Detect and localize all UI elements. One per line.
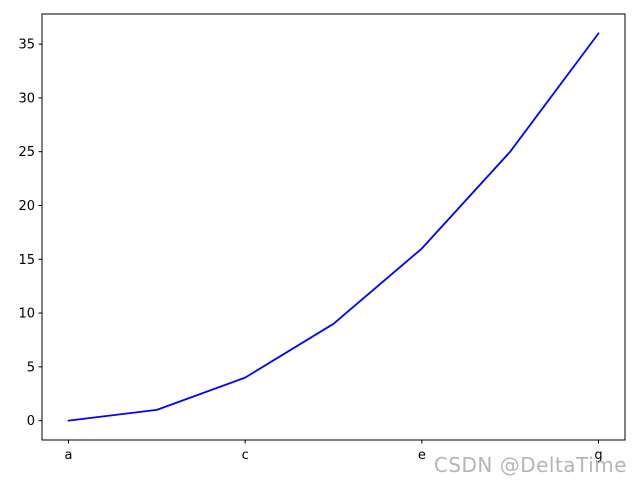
y-axis-tick-label: 0 [27,414,35,429]
axes-spines [41,13,626,441]
series-line [67,32,600,422]
y-axis-tick-label: 35 [18,38,35,53]
x-axis-tick-label: a [65,448,73,463]
y-axis-tick-label: 10 [18,307,35,322]
y-axis-tick-label: 5 [27,360,35,375]
data-series [67,32,600,422]
y-axis-tick-label: 15 [18,253,35,268]
x-axis-tick-label: c [242,448,249,463]
plot-border [41,13,626,441]
y-axis-tick-label: 30 [18,91,35,106]
x-axis-tick-label: e [418,448,426,463]
y-axis: 0 5 10 15 20 25 30 35 [18,38,42,429]
x-axis-tick-label: g [594,448,602,463]
y-axis-tick-label: 25 [18,145,35,160]
y-axis-tick-label: 20 [18,199,35,214]
